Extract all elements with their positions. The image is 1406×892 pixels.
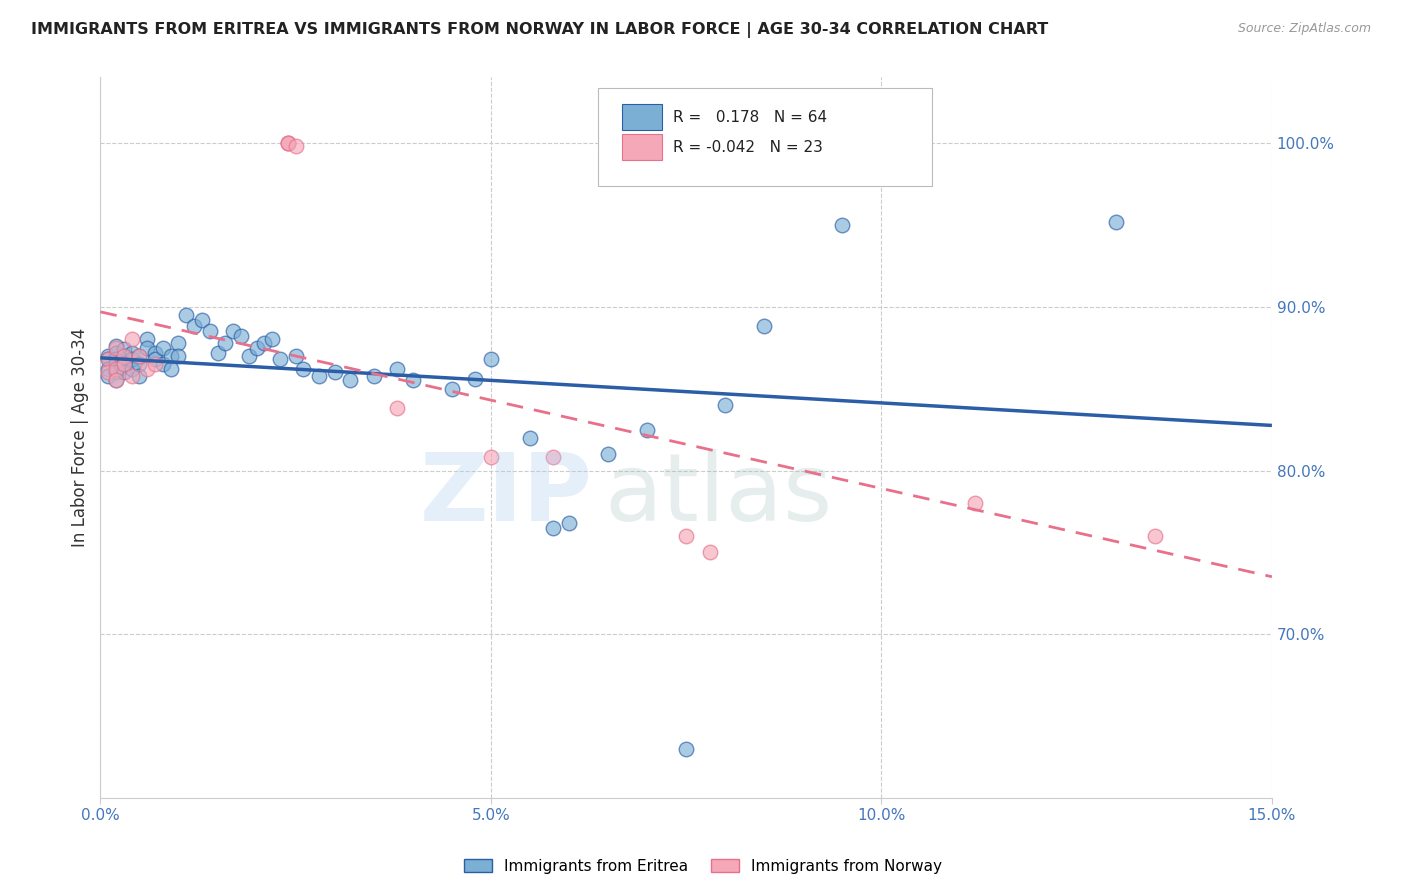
FancyBboxPatch shape (621, 104, 661, 130)
Point (191, 313, 214, 327)
Point (831, 218, 853, 232)
Point (253, 335, 276, 350)
Point (104, 352, 127, 367)
Point (128, 349, 150, 363)
Point (152, 357, 174, 371)
Point (159, 349, 181, 363)
Point (277, 136, 299, 150)
Point (121, 368, 143, 383)
Point (214, 335, 236, 350)
Point (143, 345, 166, 359)
Point (699, 545, 721, 559)
Point (121, 352, 143, 367)
Point (198, 324, 221, 338)
Point (284, 349, 307, 363)
Point (112, 349, 135, 363)
Point (128, 357, 150, 371)
Text: atlas: atlas (605, 450, 832, 541)
Point (104, 357, 127, 371)
Point (238, 349, 260, 363)
Point (308, 368, 330, 383)
Point (277, 136, 299, 150)
Point (262, 333, 284, 347)
FancyBboxPatch shape (621, 135, 661, 161)
Point (207, 345, 229, 359)
Point (1143, 529, 1166, 543)
Point (104, 373, 127, 387)
Point (479, 352, 502, 367)
Text: IMMIGRANTS FROM ERITREA VS IMMIGRANTS FROM NORWAY IN LABOR FORCE | AGE 30-34 COR: IMMIGRANTS FROM ERITREA VS IMMIGRANTS FR… (31, 22, 1049, 38)
Point (245, 341, 267, 355)
Legend: Immigrants from Eritrea, Immigrants from Norway: Immigrants from Eritrea, Immigrants from… (458, 853, 948, 880)
Point (112, 349, 135, 363)
Point (136, 362, 159, 376)
Point (385, 401, 408, 416)
Point (121, 362, 143, 376)
Point (183, 319, 205, 334)
Point (479, 450, 502, 465)
Point (97, 368, 120, 383)
Point (339, 373, 361, 387)
Point (136, 333, 159, 347)
Point (402, 373, 425, 387)
Point (167, 349, 190, 363)
Point (97, 352, 120, 367)
Point (104, 362, 127, 376)
Point (143, 352, 166, 367)
Y-axis label: In Labor Force | Age 30-34: In Labor Force | Age 30-34 (72, 328, 89, 548)
Point (714, 398, 737, 412)
Text: R = -0.042   N = 23: R = -0.042 N = 23 (673, 140, 823, 155)
Point (152, 341, 174, 355)
Point (558, 516, 581, 530)
Point (167, 335, 190, 350)
Point (121, 333, 143, 347)
Point (675, 742, 697, 756)
Point (675, 529, 697, 543)
Point (104, 365, 127, 379)
Point (269, 352, 291, 367)
Text: R =   0.178   N = 64: R = 0.178 N = 64 (673, 110, 827, 125)
Point (965, 496, 987, 510)
Point (222, 324, 245, 338)
Point (104, 339, 127, 353)
Point (121, 345, 143, 359)
Point (519, 431, 541, 445)
Text: Source: ZipAtlas.com: Source: ZipAtlas.com (1237, 22, 1371, 36)
Point (112, 365, 135, 379)
Point (159, 362, 181, 376)
Point (104, 373, 127, 387)
Point (596, 447, 619, 461)
Point (128, 349, 150, 363)
Point (112, 357, 135, 371)
Point (292, 362, 315, 376)
Point (464, 372, 486, 386)
Point (97, 362, 120, 376)
Point (97, 365, 120, 379)
Point (363, 368, 385, 383)
Point (112, 343, 135, 357)
Point (112, 357, 135, 371)
Point (277, 136, 299, 150)
Point (284, 139, 307, 153)
Point (754, 319, 776, 334)
Point (174, 308, 197, 322)
Text: ZIP: ZIP (419, 450, 592, 541)
Point (128, 368, 150, 383)
Point (1105, 214, 1128, 228)
FancyBboxPatch shape (599, 88, 932, 186)
Point (636, 423, 658, 437)
Point (323, 365, 346, 379)
Point (543, 450, 565, 465)
Point (143, 357, 166, 371)
Point (104, 341, 127, 355)
Point (440, 382, 463, 396)
Point (97, 349, 120, 363)
Point (136, 341, 159, 355)
Point (543, 521, 565, 535)
Point (104, 345, 127, 359)
Point (229, 329, 252, 343)
Point (97, 352, 120, 367)
Point (385, 362, 408, 376)
